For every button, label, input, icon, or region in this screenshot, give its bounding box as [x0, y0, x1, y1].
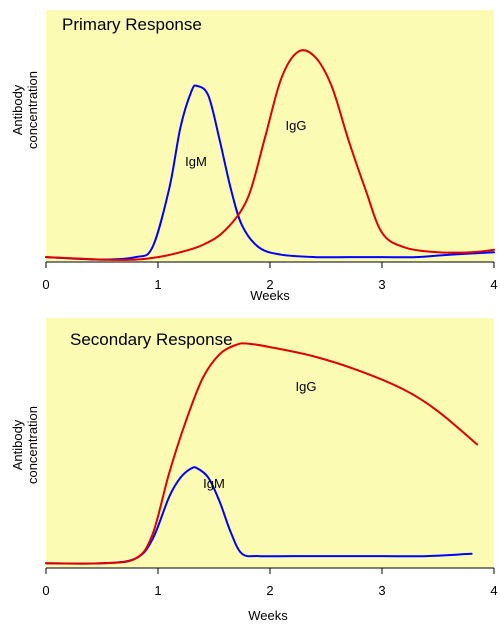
primary-y-axis-title: Antibodyconcentration [10, 71, 40, 149]
secondary-chart-title: Secondary Response [70, 330, 233, 349]
secondary-x-ticks: 0 1 2 3 4 [42, 568, 498, 598]
secondary-x-tick-label: 0 [42, 583, 49, 598]
secondary-x-axis-title: Weeks [248, 608, 288, 623]
primary-igg-label: IgG [286, 118, 307, 133]
primary-x-tick-label: 3 [378, 277, 385, 292]
primary-x-tick-label: 2 [266, 277, 273, 292]
primary-response-panel: Primary Response 0 1 2 3 4 Weeks Antibodycon… [10, 10, 498, 303]
secondary-y-axis-title: Antibodyconcentration [10, 406, 40, 484]
secondary-igm-label: IgM [203, 476, 225, 491]
secondary-x-tick-label: 1 [154, 583, 161, 598]
primary-x-tick-label: 0 [42, 277, 49, 292]
primary-x-ticks: 0 1 2 3 4 [42, 262, 498, 292]
secondary-x-tick-label: 4 [490, 583, 497, 598]
primary-x-tick-label: 4 [490, 277, 497, 292]
secondary-series-group: IgM IgG [45, 342, 479, 565]
primary-x-tick-label: 1 [154, 277, 161, 292]
primary-igm-label: IgM [185, 154, 207, 169]
primary-series-group: IgM IgG [45, 49, 495, 261]
secondary-x-tick-label: 2 [266, 583, 273, 598]
secondary-plot-area [46, 318, 494, 568]
secondary-igg-label: IgG [296, 379, 317, 394]
primary-igm-line [45, 84, 495, 261]
secondary-response-panel: Secondary Response 0 1 2 3 4 Weeks Antibodyc… [10, 318, 498, 623]
primary-chart-title: Primary Response [62, 15, 202, 34]
primary-igg-line [45, 49, 495, 261]
secondary-igm-line [45, 466, 473, 565]
secondary-x-tick-label: 3 [378, 583, 385, 598]
primary-plot-area [46, 10, 494, 262]
primary-x-axis-title: Weeks [250, 288, 290, 303]
secondary-igg-line [45, 342, 479, 565]
